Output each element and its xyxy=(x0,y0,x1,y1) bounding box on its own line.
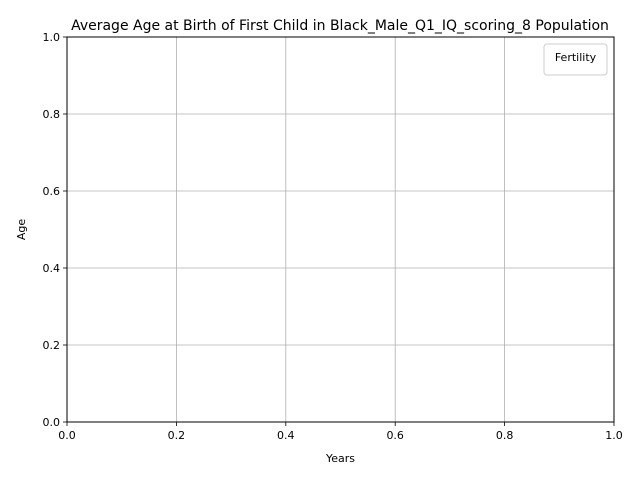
x-tick-label: 0.4 xyxy=(277,429,295,442)
x-axis-label: Years xyxy=(325,452,355,465)
y-tick-label: 1.0 xyxy=(43,31,61,44)
y-tick-label: 0.8 xyxy=(43,108,61,121)
y-tick-label: 0.0 xyxy=(43,416,61,429)
x-tick-label: 0.0 xyxy=(58,429,76,442)
legend: Fertility xyxy=(544,44,607,75)
x-tick-label: 1.0 xyxy=(605,429,623,442)
x-tick-label: 0.8 xyxy=(496,429,514,442)
legend-title: Fertility xyxy=(555,51,597,64)
x-tick-label: 0.6 xyxy=(386,429,404,442)
chart-title: Average Age at Birth of First Child in B… xyxy=(71,18,609,34)
y-tick-label: 0.2 xyxy=(43,339,61,352)
y-tick-label: 0.6 xyxy=(43,185,61,198)
y-tick-label: 0.4 xyxy=(43,262,61,275)
y-axis-label: Age xyxy=(15,219,28,241)
x-tick-label: 0.2 xyxy=(168,429,186,442)
